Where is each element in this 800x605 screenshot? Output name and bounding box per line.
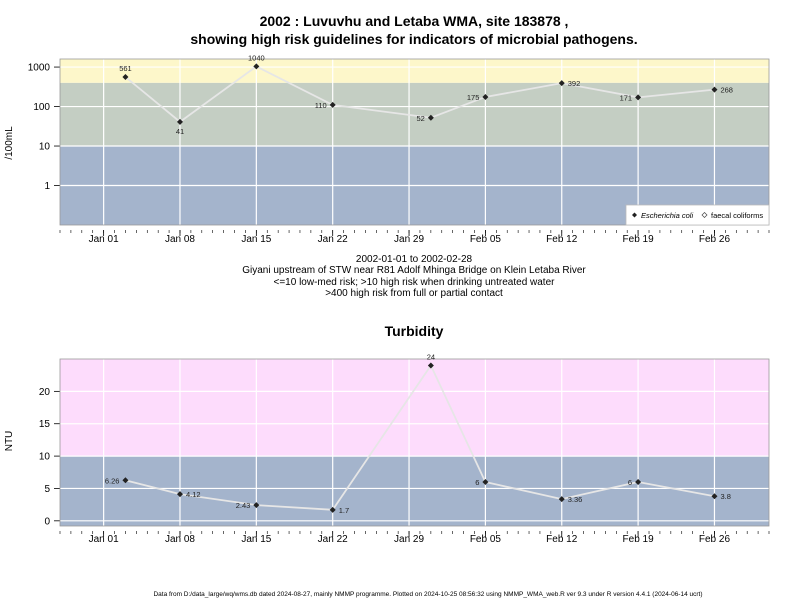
risk-band-1 bbox=[60, 82, 769, 147]
data-label: 41 bbox=[176, 127, 184, 136]
data-label: 6 bbox=[628, 478, 632, 487]
plot-frame bbox=[59, 58, 770, 226]
x-tick-label: Feb 05 bbox=[470, 234, 502, 245]
legend: Escherichia coli faecal coliforms bbox=[625, 204, 770, 226]
x-tick-label: Feb 05 bbox=[470, 534, 502, 545]
data-label: 3.36 bbox=[568, 495, 583, 504]
footer-provenance: Data from D:/data_large/wq/wms.db dated … bbox=[153, 591, 702, 598]
data-label: 175 bbox=[467, 93, 480, 102]
data-point bbox=[427, 114, 434, 121]
data-point bbox=[253, 63, 260, 70]
turbidity-title: Turbidity bbox=[385, 323, 444, 339]
data-point bbox=[558, 496, 565, 503]
data-point bbox=[711, 493, 718, 500]
x-tick-label: Jan 01 bbox=[89, 534, 119, 545]
x-tick-label: Jan 08 bbox=[165, 534, 195, 545]
y-tick-label: 10 bbox=[39, 452, 51, 463]
note-site-description: Giyani upstream of STW near R81 Adolf Mh… bbox=[242, 265, 586, 276]
data-label: 392 bbox=[568, 79, 581, 88]
data-label: 110 bbox=[315, 101, 327, 110]
x-tick-label: Feb 26 bbox=[699, 234, 731, 245]
data-label: 24 bbox=[427, 352, 435, 361]
data-point bbox=[176, 491, 183, 498]
data-label: 561 bbox=[119, 64, 132, 73]
data-label: 1040 bbox=[248, 53, 265, 62]
data-point bbox=[122, 73, 129, 80]
y-tick-label: 1 bbox=[44, 181, 50, 192]
data-point bbox=[329, 101, 336, 108]
risk-band-1 bbox=[60, 359, 769, 457]
x-tick-label: Feb 26 bbox=[699, 534, 731, 545]
data-point bbox=[427, 362, 434, 369]
risk-band-0 bbox=[60, 456, 769, 526]
note-low-risk-guideline: <=10 low-med risk; >10 high risk when dr… bbox=[274, 277, 556, 288]
data-point bbox=[122, 477, 129, 484]
note-date-range: 2002-01-01 to 2002-02-28 bbox=[356, 254, 473, 265]
y-tick-label: 20 bbox=[39, 387, 51, 398]
legend-marker-faecal bbox=[701, 212, 708, 218]
microbial-plot: Jan 01 Jan 08 Jan 15 Jan 22 Jan 29 Feb 05 Feb … bbox=[28, 53, 770, 245]
x-tick-label: Jan 01 bbox=[89, 234, 119, 245]
data-label: 1.7 bbox=[339, 506, 349, 515]
y-tick-label: 5 bbox=[44, 484, 50, 495]
top-y-axis-label: /100mL bbox=[4, 126, 15, 160]
data-label: 6 bbox=[475, 478, 479, 487]
turbidity-plot: Jan 01 Jan 08 Jan 15 Jan 22 Jan 29 Feb 05 Feb … bbox=[39, 352, 770, 545]
data-point bbox=[635, 478, 642, 485]
data-point bbox=[253, 502, 260, 509]
data-label: 3.8 bbox=[720, 492, 730, 501]
x-tick-label: Jan 29 bbox=[394, 234, 424, 245]
x-tick-label: Jan 08 bbox=[165, 234, 195, 245]
data-label: 6.26 bbox=[105, 476, 120, 485]
data-point bbox=[482, 478, 489, 485]
note-contact-guideline: >400 high risk from full or partial cont… bbox=[325, 288, 503, 299]
x-tick-label: Jan 22 bbox=[318, 234, 348, 245]
chart-title-line-1: 2002 : Luvuvhu and Letaba WMA, site 1838… bbox=[260, 13, 569, 29]
legend-label-ecoli: Escherichia coli bbox=[641, 211, 693, 220]
risk-band-2 bbox=[60, 59, 769, 83]
x-tick-label: Feb 12 bbox=[546, 534, 578, 545]
y-tick-label: 10 bbox=[39, 142, 51, 153]
x-tick-label: Feb 19 bbox=[623, 534, 655, 545]
x-tick-label: Jan 15 bbox=[241, 234, 271, 245]
x-tick-label: Jan 29 bbox=[394, 534, 424, 545]
data-point bbox=[482, 93, 489, 100]
data-point bbox=[329, 506, 336, 513]
plot-frame bbox=[59, 358, 770, 527]
y-tick-label: 100 bbox=[33, 102, 50, 113]
data-point bbox=[558, 80, 565, 87]
data-point bbox=[635, 94, 642, 101]
data-point bbox=[711, 86, 718, 93]
legend-label-faecal: faecal coliforms bbox=[711, 211, 763, 220]
data-point bbox=[176, 118, 183, 125]
data-label: 268 bbox=[720, 86, 733, 95]
x-tick-label: Feb 12 bbox=[546, 234, 578, 245]
data-label: 171 bbox=[620, 93, 633, 102]
chart-title-line-2: showing high risk guidelines for indicat… bbox=[190, 31, 637, 47]
legend-box bbox=[625, 204, 770, 226]
legend-marker-ecoli bbox=[632, 212, 637, 218]
x-tick-label: Jan 22 bbox=[318, 534, 348, 545]
y-tick-label: 0 bbox=[44, 516, 50, 527]
y-tick-label: 1000 bbox=[28, 63, 51, 74]
x-tick-label: Jan 15 bbox=[241, 534, 271, 545]
data-label: 2.43 bbox=[236, 501, 251, 510]
data-label: 52 bbox=[417, 114, 425, 123]
x-tick-label: Feb 19 bbox=[623, 234, 655, 245]
bottom-y-axis-label: NTU bbox=[4, 431, 15, 452]
data-label: 4.12 bbox=[186, 490, 201, 499]
y-tick-label: 15 bbox=[39, 419, 51, 430]
